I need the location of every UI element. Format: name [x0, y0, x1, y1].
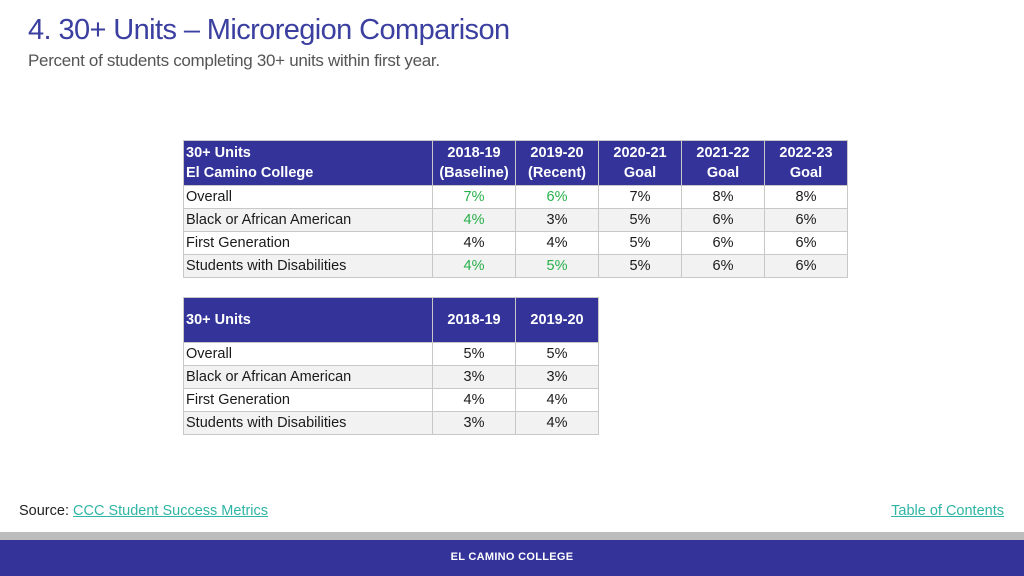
row-label: First Generation: [183, 388, 433, 412]
table-cell: 6%: [681, 208, 765, 232]
header-cell: 2018-19 (Baseline): [432, 140, 516, 186]
row-label: Black or African American: [183, 365, 433, 389]
table-cell: 6%: [764, 208, 848, 232]
table-cell: 5%: [598, 208, 682, 232]
row-label: Students with Disabilities: [183, 411, 433, 435]
table-row: Students with Disabilities 4% 5% 5% 6% 6…: [183, 254, 848, 278]
table-row: Overall 5% 5%: [183, 342, 599, 366]
header-cell: 2022-23 Goal: [764, 140, 848, 186]
row-label: Overall: [183, 342, 433, 366]
microregion-table: 30+ Units 2018-19 2019-20 Overall 5% 5% …: [183, 297, 599, 435]
table-cell: 7%: [598, 185, 682, 209]
table-cell: 6%: [681, 231, 765, 255]
table-cell: 4%: [432, 254, 516, 278]
footer-bar: EL CAMINO COLLEGE: [0, 540, 1024, 576]
row-label: Black or African American: [183, 208, 433, 232]
source-note: Source: CCC Student Success Metrics: [19, 503, 268, 519]
table-row: Overall 7% 6% 7% 8% 8%: [183, 185, 848, 209]
table-cell: 6%: [764, 254, 848, 278]
table-cell: 5%: [432, 342, 516, 366]
table-cell: 3%: [515, 365, 599, 389]
table-header-row: 30+ Units 2018-19 2019-20: [183, 297, 599, 343]
el-camino-goals-table: 30+ Units El Camino College 2018-19 (Basel…: [183, 140, 848, 278]
brand-label: EL CAMINO COLLEGE: [450, 551, 574, 563]
table-cell: 4%: [515, 411, 599, 435]
header-cell: 2019-20 (Recent): [515, 140, 599, 186]
table-row: Black or African American 3% 3%: [183, 365, 599, 389]
table-cell: 8%: [764, 185, 848, 209]
header-cell: 2018-19: [432, 297, 516, 343]
table-cell: 3%: [515, 208, 599, 232]
table-of-contents-link[interactable]: Table of Contents: [891, 503, 1004, 519]
table-cell: 6%: [681, 254, 765, 278]
table-header-row: 30+ Units El Camino College 2018-19 (Basel…: [183, 140, 848, 186]
table-cell: 3%: [432, 411, 516, 435]
footer-divider: [0, 532, 1024, 540]
table-cell: 4%: [515, 231, 599, 255]
table-row: First Generation 4% 4%: [183, 388, 599, 412]
table-row: Students with Disabilities 3% 4%: [183, 411, 599, 435]
table-cell: 6%: [515, 185, 599, 209]
header-cell: 2019-20: [515, 297, 599, 343]
table-cell: 5%: [598, 254, 682, 278]
page-subtitle: Percent of students completing 30+ units…: [28, 51, 440, 70]
table-cell: 8%: [681, 185, 765, 209]
table-row: First Generation 4% 4% 5% 6% 6%: [183, 231, 848, 255]
table-cell: 5%: [515, 342, 599, 366]
table-cell: 3%: [432, 365, 516, 389]
table-row: Black or African American 4% 3% 5% 6% 6%: [183, 208, 848, 232]
header-cell: 2021-22 Goal: [681, 140, 765, 186]
row-label: Overall: [183, 185, 433, 209]
table-cell: 7%: [432, 185, 516, 209]
page-title: 4. 30+ Units – Microregion Comparison: [28, 14, 510, 46]
header-cell: 2020-21 Goal: [598, 140, 682, 186]
row-label: Students with Disabilities: [183, 254, 433, 278]
source-link[interactable]: CCC Student Success Metrics: [73, 503, 269, 519]
table-cell: 5%: [598, 231, 682, 255]
table-cell: 4%: [515, 388, 599, 412]
table-cell: 4%: [432, 208, 516, 232]
header-cell: 30+ Units: [183, 297, 433, 343]
header-cell: 30+ Units El Camino College: [183, 140, 433, 186]
source-label: Source:: [19, 503, 69, 519]
table-cell: 6%: [764, 231, 848, 255]
table-cell: 4%: [432, 388, 516, 412]
row-label: First Generation: [183, 231, 433, 255]
table-cell: 4%: [432, 231, 516, 255]
table-cell: 5%: [515, 254, 599, 278]
